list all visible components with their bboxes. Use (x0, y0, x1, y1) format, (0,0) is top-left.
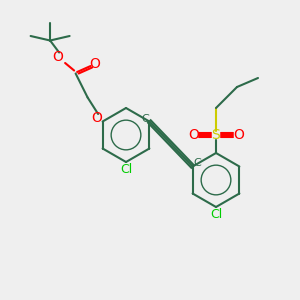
Text: S: S (212, 128, 220, 142)
Text: O: O (90, 58, 101, 71)
Text: Cl: Cl (210, 208, 222, 221)
Text: Cl: Cl (120, 163, 132, 176)
Text: C: C (193, 158, 201, 169)
Text: C: C (141, 113, 149, 124)
Text: O: O (233, 128, 244, 142)
Text: O: O (91, 112, 102, 125)
Text: O: O (188, 128, 199, 142)
Text: O: O (52, 50, 63, 64)
